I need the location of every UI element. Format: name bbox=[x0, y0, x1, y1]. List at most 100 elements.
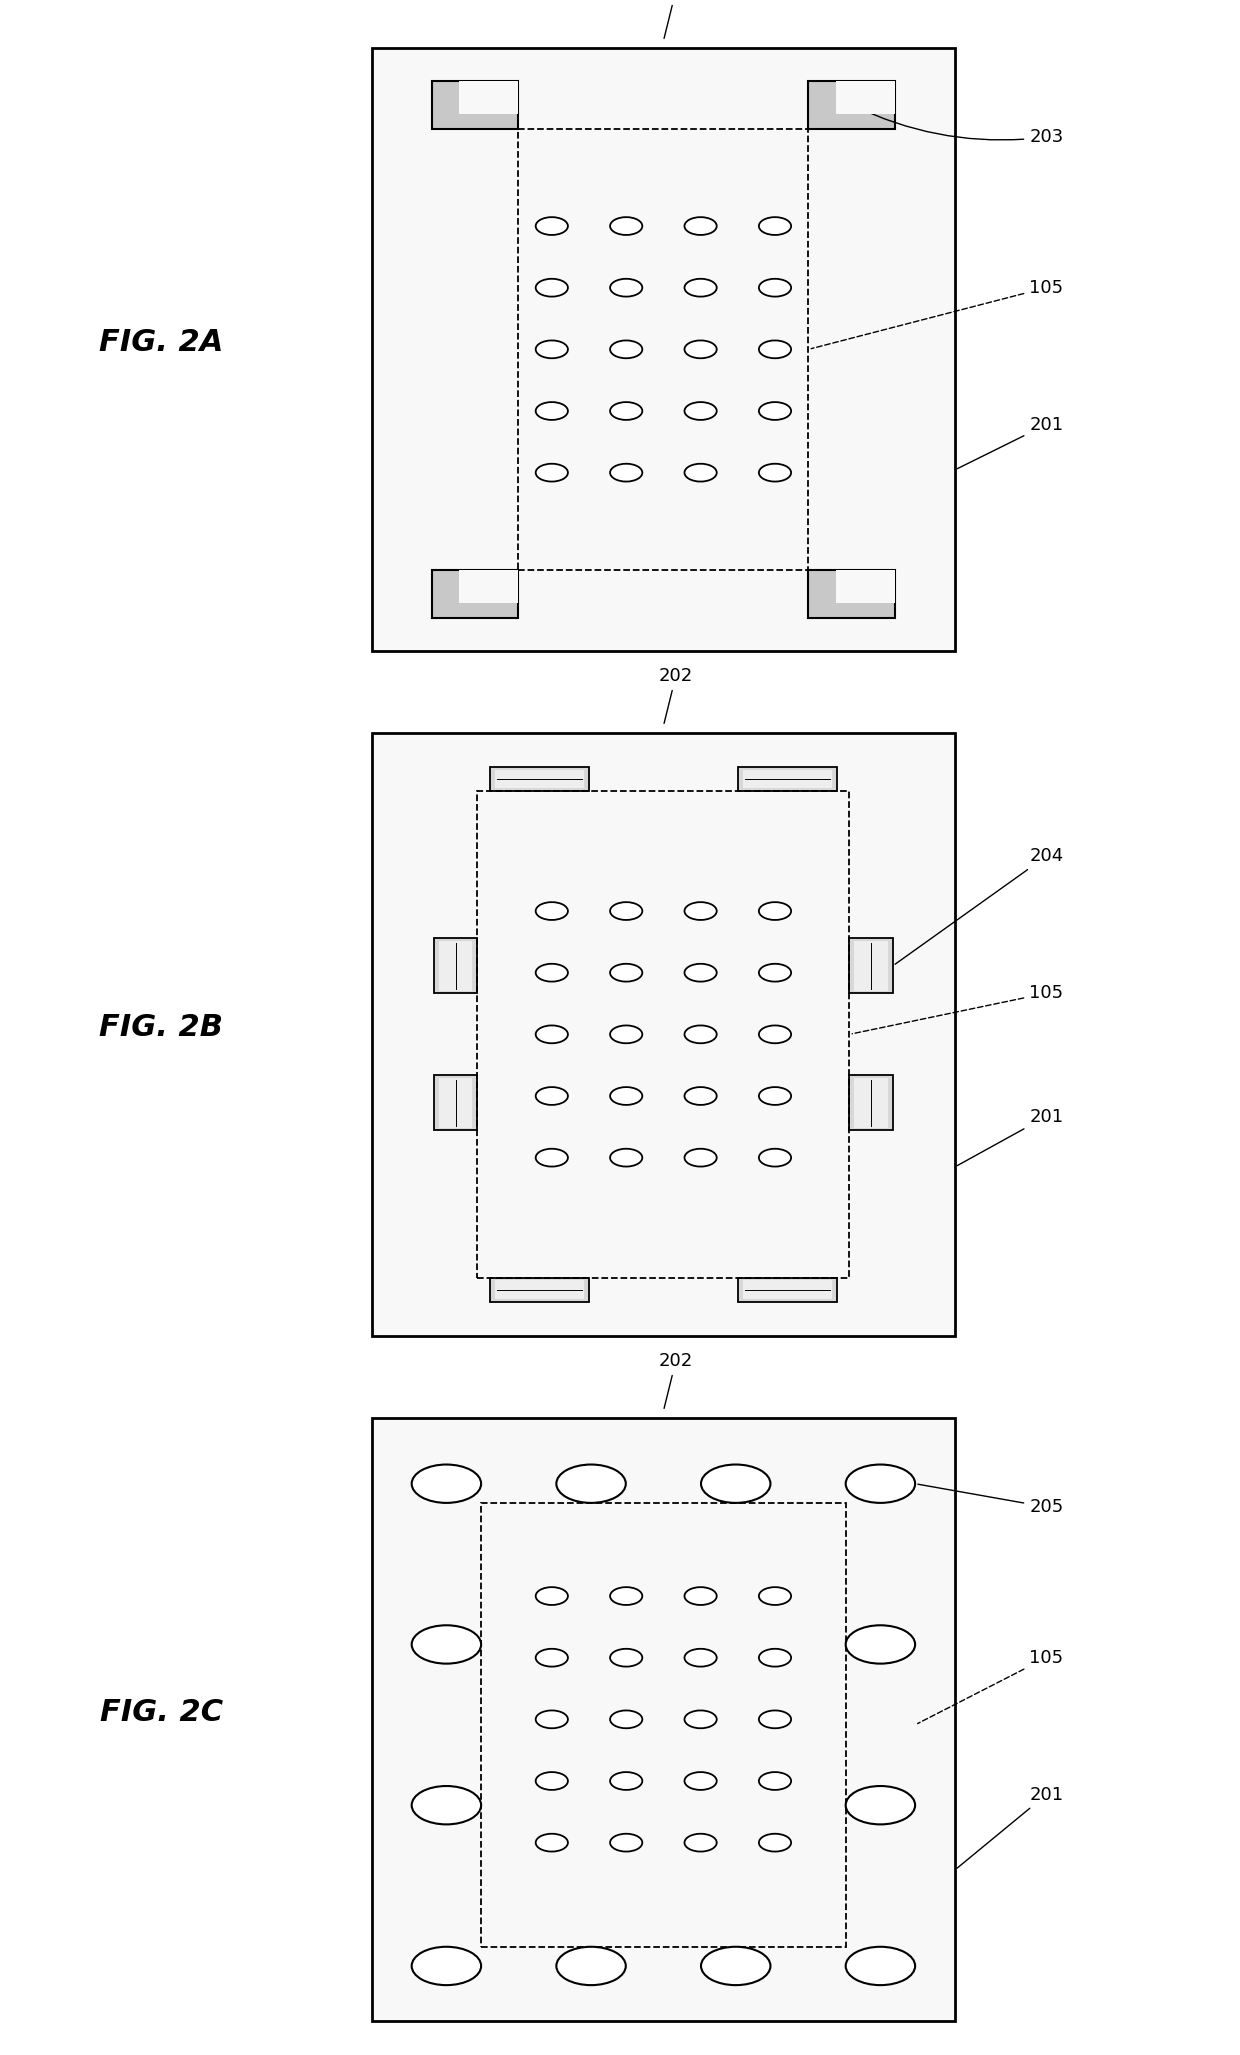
Circle shape bbox=[610, 964, 642, 982]
Circle shape bbox=[536, 279, 568, 296]
Text: FIG. 2A: FIG. 2A bbox=[99, 329, 223, 358]
Circle shape bbox=[536, 1149, 568, 1167]
Circle shape bbox=[759, 1087, 791, 1106]
Circle shape bbox=[536, 1771, 568, 1790]
Circle shape bbox=[684, 1710, 717, 1728]
Circle shape bbox=[684, 1648, 717, 1667]
Circle shape bbox=[846, 1465, 915, 1502]
Circle shape bbox=[701, 1946, 770, 1985]
Circle shape bbox=[610, 1833, 642, 1852]
Circle shape bbox=[846, 1786, 915, 1825]
Bar bbox=[849, 1075, 893, 1130]
Bar bbox=[808, 569, 895, 619]
Circle shape bbox=[684, 1087, 717, 1106]
Bar bbox=[477, 791, 849, 1278]
Circle shape bbox=[759, 1648, 791, 1667]
Circle shape bbox=[610, 1025, 642, 1044]
Bar bbox=[836, 569, 895, 602]
Circle shape bbox=[846, 1946, 915, 1985]
Bar bbox=[439, 941, 472, 991]
Circle shape bbox=[610, 1149, 642, 1167]
Circle shape bbox=[759, 279, 791, 296]
Circle shape bbox=[759, 341, 791, 358]
Circle shape bbox=[759, 964, 791, 982]
Circle shape bbox=[610, 1648, 642, 1667]
Text: 202: 202 bbox=[658, 1352, 693, 1408]
Circle shape bbox=[412, 1786, 481, 1825]
Bar bbox=[743, 1280, 832, 1299]
Bar bbox=[836, 80, 895, 113]
Text: 205: 205 bbox=[918, 1484, 1064, 1517]
Circle shape bbox=[412, 1465, 481, 1502]
Circle shape bbox=[536, 403, 568, 419]
Bar bbox=[490, 1278, 589, 1301]
Circle shape bbox=[536, 964, 568, 982]
Circle shape bbox=[684, 1149, 717, 1167]
Circle shape bbox=[759, 218, 791, 234]
Circle shape bbox=[759, 1771, 791, 1790]
Circle shape bbox=[536, 341, 568, 358]
Circle shape bbox=[610, 1087, 642, 1106]
Bar bbox=[459, 569, 518, 602]
Text: 105: 105 bbox=[811, 279, 1064, 349]
Circle shape bbox=[412, 1626, 481, 1665]
Circle shape bbox=[759, 464, 791, 481]
Circle shape bbox=[684, 1771, 717, 1790]
Text: 201: 201 bbox=[957, 1786, 1064, 1868]
Circle shape bbox=[536, 1025, 568, 1044]
Text: 105: 105 bbox=[852, 984, 1064, 1034]
Text: 201: 201 bbox=[957, 1108, 1064, 1165]
Circle shape bbox=[557, 1465, 626, 1502]
Bar bbox=[490, 767, 589, 791]
Circle shape bbox=[684, 464, 717, 481]
Text: 202: 202 bbox=[658, 0, 693, 39]
Circle shape bbox=[610, 902, 642, 921]
Bar bbox=[738, 767, 837, 791]
Circle shape bbox=[684, 1025, 717, 1044]
Circle shape bbox=[684, 341, 717, 358]
Bar bbox=[372, 1418, 955, 2020]
Circle shape bbox=[536, 1833, 568, 1852]
Circle shape bbox=[610, 279, 642, 296]
Circle shape bbox=[536, 902, 568, 921]
Text: FIG. 2B: FIG. 2B bbox=[99, 1013, 223, 1042]
Circle shape bbox=[701, 1465, 770, 1502]
Bar bbox=[439, 1079, 472, 1128]
Bar bbox=[432, 80, 518, 129]
Bar bbox=[518, 129, 808, 569]
Bar bbox=[743, 771, 832, 789]
Bar bbox=[854, 941, 888, 991]
Circle shape bbox=[846, 1626, 915, 1665]
Circle shape bbox=[684, 902, 717, 921]
Text: 203: 203 bbox=[854, 107, 1064, 146]
Circle shape bbox=[536, 218, 568, 234]
Bar bbox=[495, 771, 584, 789]
Circle shape bbox=[759, 1149, 791, 1167]
Circle shape bbox=[610, 464, 642, 481]
Circle shape bbox=[610, 1771, 642, 1790]
Circle shape bbox=[610, 403, 642, 419]
Circle shape bbox=[684, 403, 717, 419]
Bar bbox=[495, 1280, 584, 1299]
Bar bbox=[459, 80, 518, 113]
Text: 202: 202 bbox=[658, 668, 693, 723]
Circle shape bbox=[610, 1586, 642, 1605]
Bar bbox=[738, 1278, 837, 1301]
Bar bbox=[854, 1079, 888, 1128]
Circle shape bbox=[610, 341, 642, 358]
Circle shape bbox=[536, 1648, 568, 1667]
Text: FIG. 2C: FIG. 2C bbox=[99, 1697, 223, 1726]
Bar bbox=[372, 734, 955, 1336]
Text: 204: 204 bbox=[895, 847, 1064, 964]
Circle shape bbox=[684, 1833, 717, 1852]
Circle shape bbox=[684, 218, 717, 234]
Circle shape bbox=[536, 464, 568, 481]
Circle shape bbox=[684, 279, 717, 296]
Bar bbox=[434, 1075, 477, 1130]
Circle shape bbox=[412, 1946, 481, 1985]
Circle shape bbox=[536, 1710, 568, 1728]
Circle shape bbox=[684, 964, 717, 982]
Circle shape bbox=[759, 1833, 791, 1852]
Bar bbox=[849, 939, 893, 993]
Circle shape bbox=[759, 1025, 791, 1044]
